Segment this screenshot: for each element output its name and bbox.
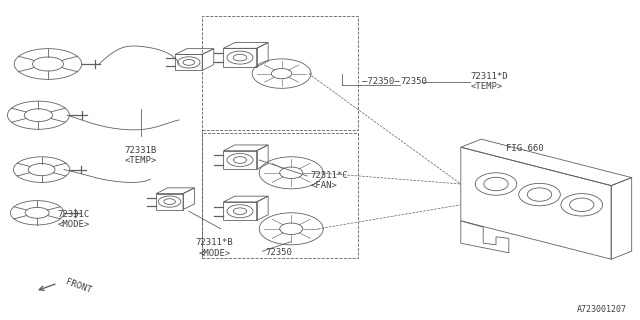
Text: —72350—: —72350— bbox=[362, 77, 399, 86]
Bar bbox=[175, 54, 202, 70]
Text: 72350: 72350 bbox=[400, 77, 427, 86]
Bar bbox=[202, 133, 358, 258]
Bar bbox=[223, 48, 257, 67]
Text: 72311*C
<FAN>: 72311*C <FAN> bbox=[310, 171, 348, 190]
Text: 72331C
<MODE>: 72331C <MODE> bbox=[58, 210, 90, 229]
Bar bbox=[223, 202, 257, 220]
Text: FRONT: FRONT bbox=[64, 277, 92, 295]
Bar bbox=[202, 16, 358, 130]
Text: FIG.660: FIG.660 bbox=[506, 144, 543, 153]
Text: 72331B
<TEMP>: 72331B <TEMP> bbox=[125, 146, 157, 165]
Text: A723001207: A723001207 bbox=[577, 305, 627, 314]
Bar bbox=[223, 151, 257, 169]
Text: 72311*D
<TEMP>: 72311*D <TEMP> bbox=[470, 72, 508, 91]
Bar bbox=[156, 194, 183, 210]
Text: 72311*B
<MODE>: 72311*B <MODE> bbox=[196, 238, 233, 258]
Text: 72350: 72350 bbox=[266, 248, 292, 257]
